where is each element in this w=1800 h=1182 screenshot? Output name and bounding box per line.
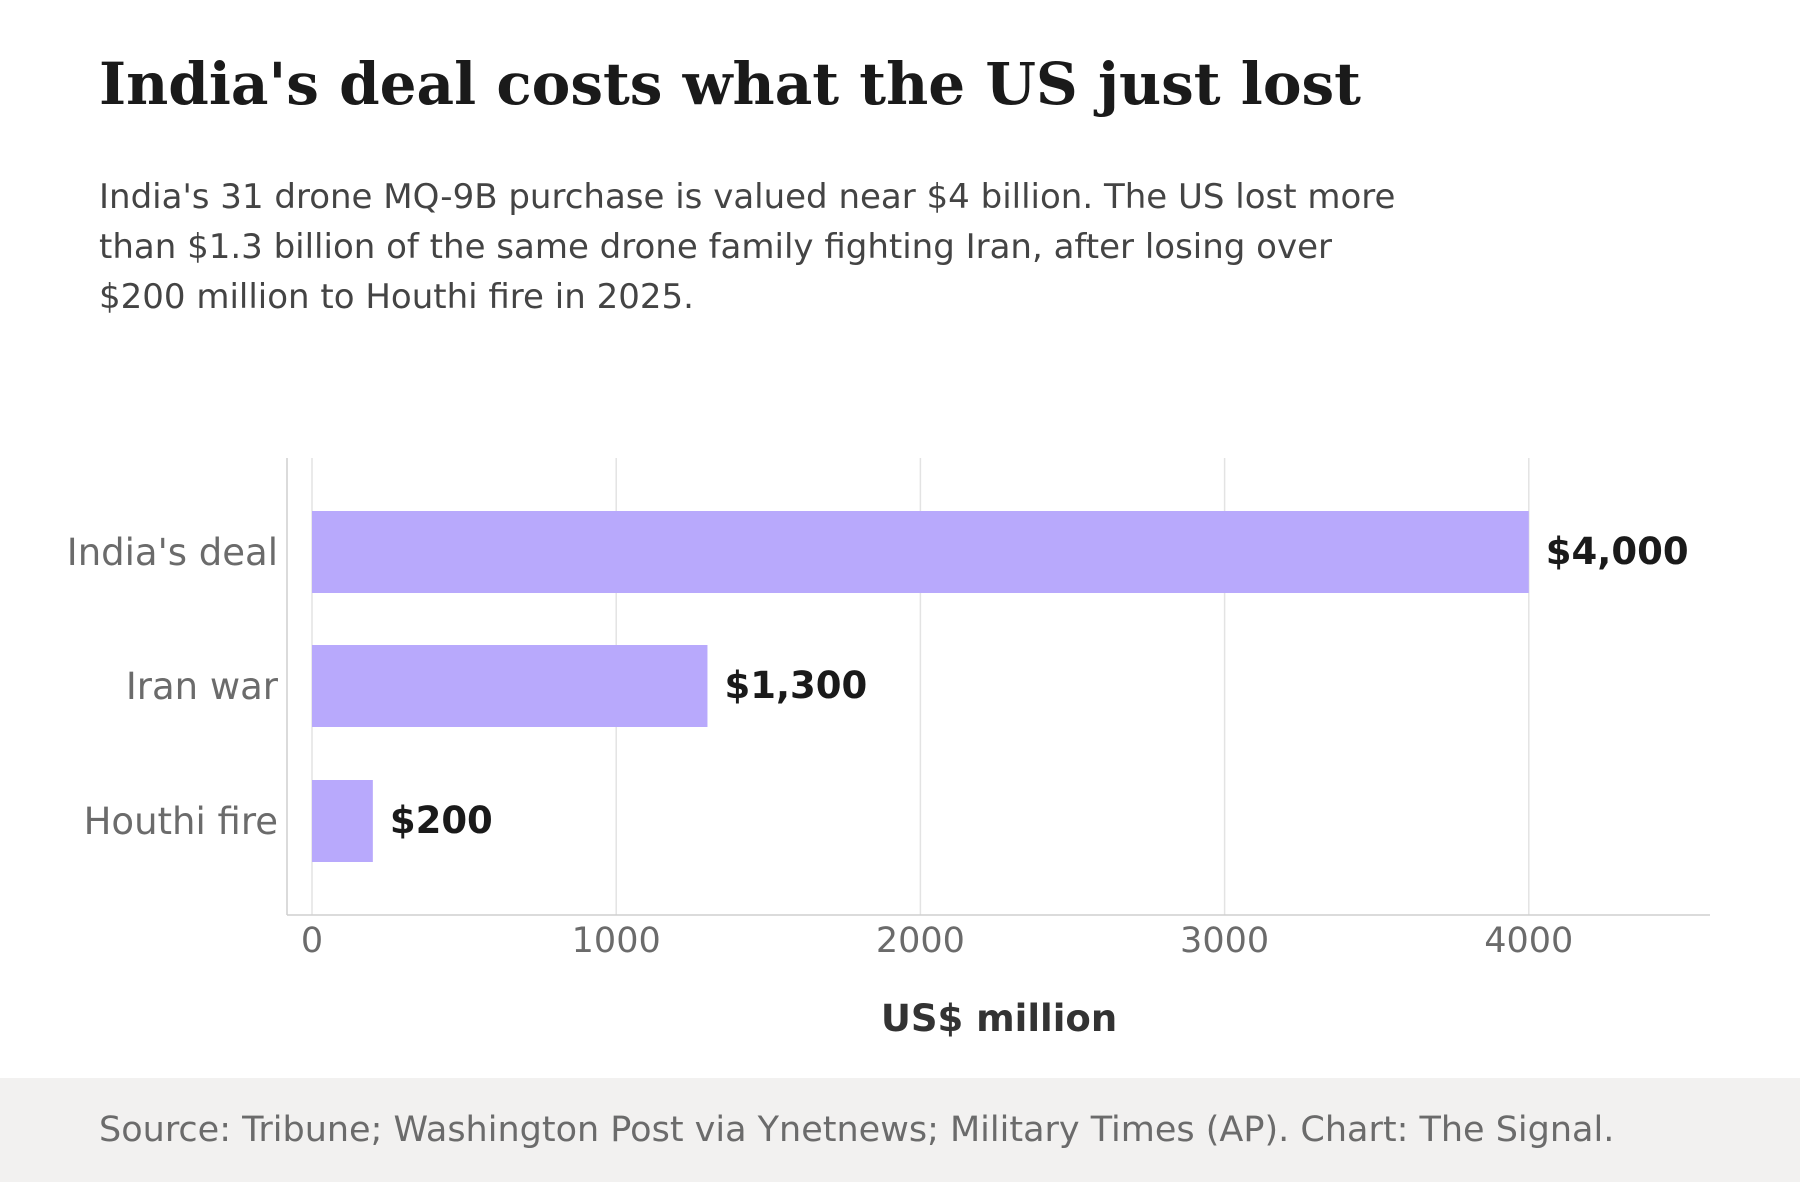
x-tick-label: 3000 [1180,921,1269,961]
labels: 0 1000 2000 3000 4000 India's deal $4,000 Iran … [67,530,1689,961]
x-tick-label: 4000 [1484,921,1573,961]
x-tick-label: 2000 [876,921,965,961]
bar [312,511,1529,593]
x-tick-label: 1000 [572,921,661,961]
category-label: Iran war [126,665,279,708]
bar-chart: 0 1000 2000 3000 4000 India's deal $4,000 Iran … [67,458,1710,1040]
chart-title: India's deal costs what the US just lost [99,50,1361,118]
chart-subtitle: India's 31 drone MQ-9B purchase is value… [99,177,1396,317]
x-tick-label: 0 [301,921,323,961]
source-note: Source: Tribune; Washington Post via Yne… [99,1110,1615,1150]
value-label: $200 [390,799,493,842]
bar [312,780,373,862]
bars [312,511,1529,862]
x-axis-title: US$ million [881,997,1117,1040]
axes [286,458,1710,916]
value-label: $1,300 [724,664,867,707]
category-label: India's deal [67,531,278,574]
bar [312,645,708,727]
value-label: $4,000 [1546,530,1689,573]
category-label: Houthi fire [84,800,278,843]
footer: Source: Tribune; Washington Post via Yne… [0,1078,1800,1182]
